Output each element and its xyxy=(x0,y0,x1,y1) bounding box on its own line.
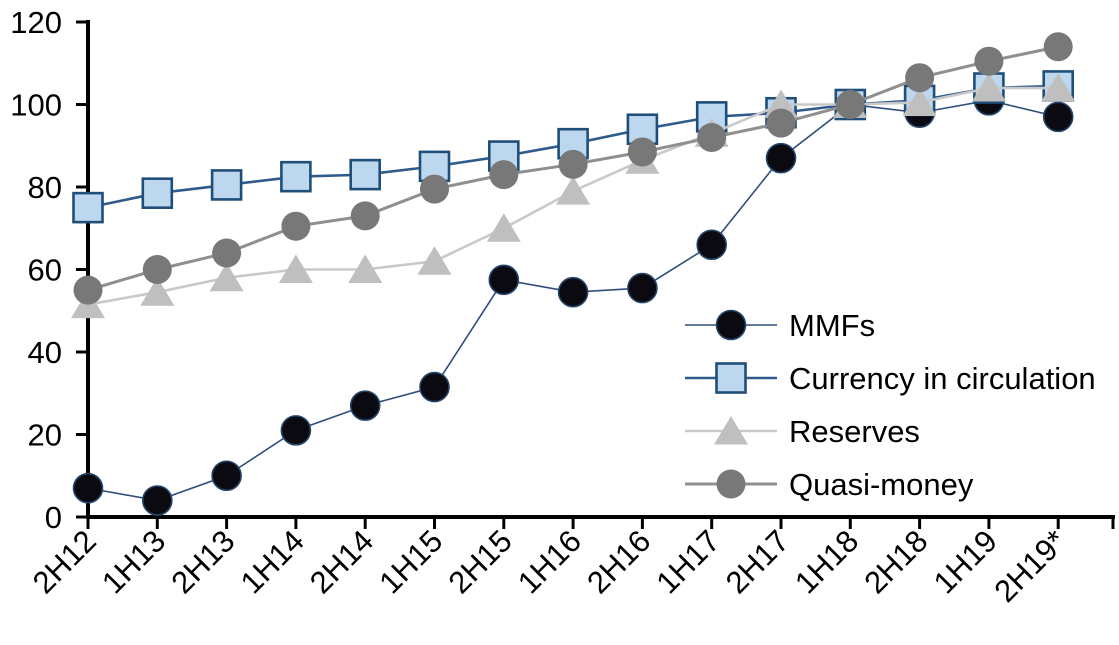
series-marker-reserves xyxy=(902,87,937,116)
legend-label-quasi-money: Quasi-money xyxy=(789,467,974,502)
series-marker-currency-in-circulation xyxy=(141,177,174,209)
x-tick-label: 2H18 xyxy=(857,523,934,600)
x-tick-label: 1H17 xyxy=(649,523,726,600)
series-marker-reserves xyxy=(278,254,313,283)
series-marker-quasi-money xyxy=(697,123,727,152)
series-marker-quasi-money xyxy=(1043,32,1073,62)
series-marker-reserves xyxy=(971,73,1006,102)
series-marker-mmfs xyxy=(488,264,520,296)
series-marker-mmfs xyxy=(765,142,797,174)
series-marker-quasi-money xyxy=(420,174,449,204)
y-tick-label: 20 xyxy=(28,418,62,453)
series-marker-quasi-money xyxy=(489,160,519,190)
series-marker-quasi-money xyxy=(350,201,380,231)
legend-marker-mmfs xyxy=(715,309,747,341)
series-marker-mmfs xyxy=(557,276,589,308)
series-marker-quasi-money xyxy=(905,63,935,93)
y-tick-label: 60 xyxy=(28,253,62,288)
x-tick-label: 1H18 xyxy=(788,523,865,600)
x-tick-label: 2H15 xyxy=(442,523,519,600)
legend-marker-quasi-money xyxy=(716,469,746,499)
x-tick-label: 2H12 xyxy=(26,523,103,600)
y-tick-label: 120 xyxy=(10,5,62,40)
series-marker-quasi-money xyxy=(212,238,242,268)
x-tick-label: 1H16 xyxy=(511,523,588,600)
x-tick-label: 1H15 xyxy=(372,523,449,600)
x-tick-label: 2H14 xyxy=(303,523,380,600)
x-tick-label: 2H16 xyxy=(580,523,657,600)
x-tick-label: 1H13 xyxy=(95,523,172,600)
series-marker-mmfs xyxy=(280,415,312,446)
legend-label-mmfs: MMFs xyxy=(789,308,875,343)
series-marker-quasi-money xyxy=(142,255,172,284)
series-marker-reserves xyxy=(417,246,452,275)
series-marker-reserves xyxy=(140,277,175,306)
y-tick-label: 40 xyxy=(28,335,62,370)
legend-marker-currency-in-circulation xyxy=(715,362,747,394)
series-marker-mmfs xyxy=(142,485,173,516)
series-marker-mmfs xyxy=(696,229,728,261)
series-marker-currency-in-circulation xyxy=(210,169,243,201)
series-marker-reserves xyxy=(556,176,591,205)
series-marker-mmfs xyxy=(627,272,658,304)
series-marker-reserves xyxy=(1041,73,1076,102)
y-tick-label: 0 xyxy=(45,500,62,535)
series-marker-mmfs xyxy=(211,460,242,492)
series-marker-quasi-money xyxy=(558,149,588,179)
series-marker-mmfs xyxy=(72,472,104,504)
x-tick-label: 1H14 xyxy=(234,523,311,600)
series-marker-quasi-money xyxy=(627,137,657,167)
series-marker-mmfs xyxy=(349,390,381,421)
legend-label-currency-in-circulation: Currency in circulation xyxy=(789,361,1096,396)
series-marker-quasi-money xyxy=(766,108,796,138)
legend-marker-reserves xyxy=(714,416,748,445)
series-marker-quasi-money xyxy=(835,90,865,119)
series-marker-currency-in-circulation xyxy=(349,158,382,191)
series-marker-currency-in-circulation xyxy=(280,160,312,193)
series-marker-reserves xyxy=(348,254,383,283)
series-marker-reserves xyxy=(486,213,521,242)
legend-label-reserves: Reserves xyxy=(789,414,920,449)
y-tick-label: 100 xyxy=(10,88,62,123)
series-marker-mmfs xyxy=(419,371,450,403)
x-tick-label: 2H13 xyxy=(164,523,241,600)
series-marker-mmfs xyxy=(1042,101,1074,133)
y-tick-label: 80 xyxy=(28,170,62,205)
series-marker-quasi-money xyxy=(974,46,1004,76)
series-marker-reserves xyxy=(764,89,798,118)
series-marker-currency-in-circulation xyxy=(72,191,104,224)
series-marker-quasi-money xyxy=(281,211,311,241)
x-tick-label: 2H17 xyxy=(719,523,796,600)
x-tick-label: 2H19* xyxy=(987,523,1073,609)
series-marker-quasi-money xyxy=(73,275,103,305)
series-marker-reserves xyxy=(209,262,244,292)
